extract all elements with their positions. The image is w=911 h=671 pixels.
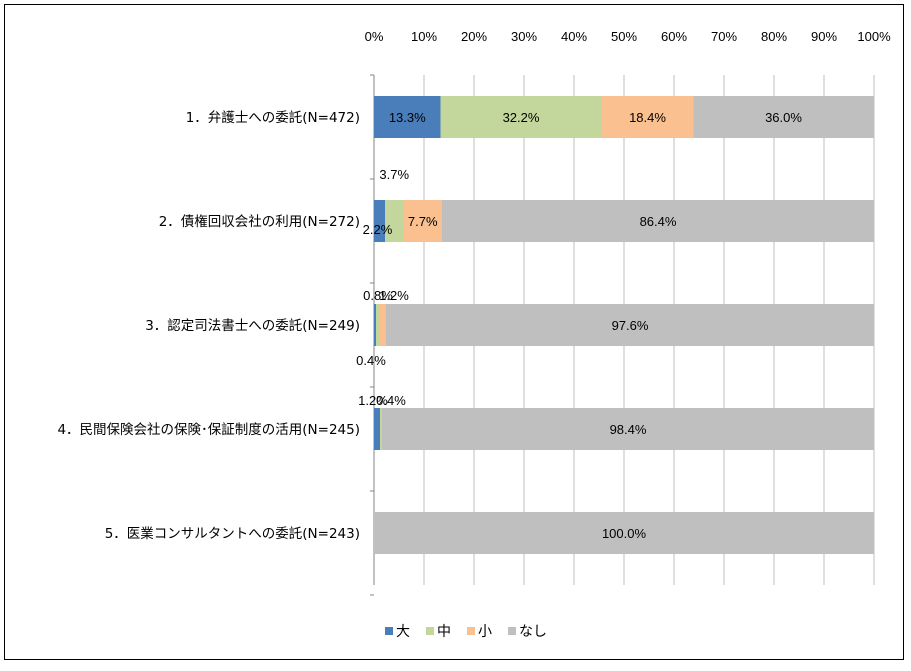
bar-segment-3 [382, 408, 874, 450]
bar-segment-1 [380, 408, 382, 450]
data-label: 1.2% [358, 393, 388, 408]
bar-segment-1 [376, 304, 380, 346]
bar-segment-3 [374, 512, 874, 554]
data-label: 36.0% [765, 110, 802, 125]
bar-segment-2 [601, 96, 694, 138]
stacked-bar-chart: 0% 10% 20% 30% 40% 50% 60% 70% 80% 90% 100% 1．弁護士への… [57, 29, 891, 640]
x-tick-label: 10% [411, 29, 437, 44]
data-label: 0.8% [363, 288, 393, 303]
category-label: 3．認定司法書士への委託(N=249) [145, 318, 360, 334]
x-tick-label: 100% [857, 29, 891, 44]
x-tick-label: 0% [365, 29, 384, 44]
data-label: 86.4% [640, 214, 677, 229]
legend-label: 中 [437, 624, 451, 640]
x-tick-label: 90% [811, 29, 837, 44]
data-label: 0.4% [356, 353, 386, 368]
bar-segment-3 [693, 96, 874, 138]
bar-segment-3 [442, 200, 874, 242]
legend-swatch [467, 627, 475, 635]
category-label: 4．民間保険会社の保険･保証制度の活用(N=245) [57, 422, 360, 438]
x-tick-label: 60% [661, 29, 687, 44]
bar-segment-0 [374, 408, 380, 450]
data-label: 97.6% [612, 318, 649, 333]
bar-segment-0 [374, 304, 376, 346]
bar-segment-3 [386, 304, 874, 346]
data-label: 2.2% [363, 222, 393, 237]
bar-segment-1 [440, 96, 602, 138]
bar-segment-2 [403, 200, 442, 242]
data-label: 100.0% [602, 526, 647, 541]
legend-swatch [426, 627, 434, 635]
data-label: 98.4% [610, 422, 647, 437]
data-label: 1.2% [379, 288, 409, 303]
category-label: 5．医業コンサルタントへの委託(N=243) [105, 526, 360, 542]
data-label: 7.7% [408, 214, 438, 229]
data-label: 13.3% [389, 110, 426, 125]
chart-frame: 0% 10% 20% 30% 40% 50% 60% 70% 80% 90% 100% 1．弁護士への… [4, 4, 904, 660]
category-label: 2．債権回収会社の利用(N=272) [159, 213, 360, 230]
x-tick-label: 40% [561, 29, 587, 44]
data-label: 32.2% [503, 110, 540, 125]
bar-segment-1 [385, 200, 404, 242]
data-label: 0.4% [376, 393, 406, 408]
bar-segment-0 [374, 200, 385, 242]
legend-swatch [508, 627, 516, 635]
bar-segment-0 [374, 96, 441, 138]
legend-label: なし [519, 624, 547, 640]
x-tick-label: 80% [761, 29, 787, 44]
legend-label: 大 [396, 624, 410, 640]
data-label: 18.4% [629, 110, 666, 125]
x-tick-label: 20% [461, 29, 487, 44]
x-tick-label: 30% [511, 29, 537, 44]
legend-swatch [385, 627, 393, 635]
legend-label: 小 [478, 624, 492, 640]
category-label: 1．弁護士への委託(N=472) [186, 110, 360, 126]
x-tick-label: 50% [611, 29, 637, 44]
bar-segment-2 [380, 304, 386, 346]
x-tick-label: 70% [711, 29, 737, 44]
data-label: 3.7% [379, 167, 409, 182]
